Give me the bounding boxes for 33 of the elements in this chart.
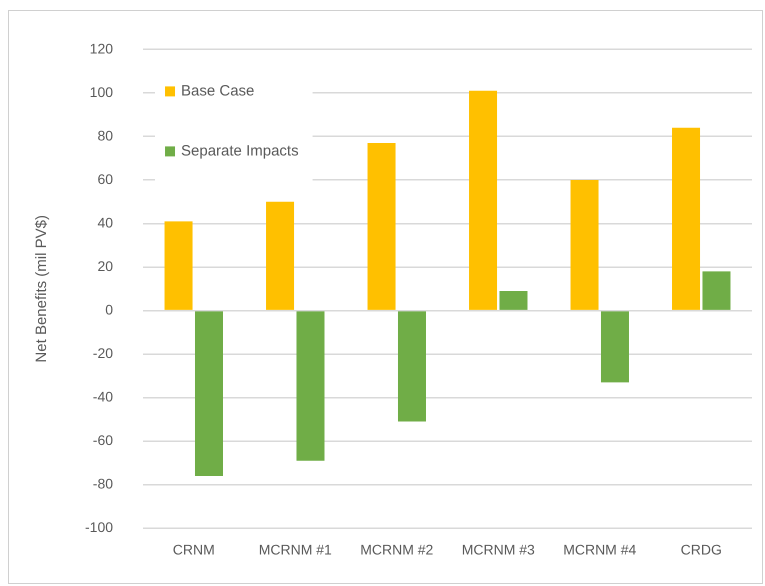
y-tick-label: 20: [97, 258, 114, 274]
bar: [296, 311, 324, 461]
bar: [164, 221, 193, 310]
x-tick-label: MCRNM #2: [360, 541, 434, 558]
x-tick-label: MCRNM #1: [258, 541, 332, 558]
y-tick-label: -80: [92, 476, 114, 492]
bar: [570, 180, 599, 310]
bar: [499, 290, 528, 310]
x-tick-label: MCRNM #4: [563, 541, 637, 558]
y-tick-label: -20: [92, 344, 114, 361]
bar: [469, 90, 498, 310]
bar: [398, 311, 426, 422]
bar: [702, 271, 730, 310]
bar: [194, 311, 223, 476]
y-tick-label: 100: [90, 84, 114, 100]
x-tick-label: CRDG: [680, 541, 722, 558]
bar: [368, 142, 396, 310]
y-tick-label: 60: [97, 170, 114, 187]
y-tick-label: 120: [90, 40, 114, 56]
x-tick-label: MCRNM #3: [462, 541, 536, 558]
x-tick-label: CRNM: [172, 541, 215, 558]
y-tick-label: -40: [92, 388, 114, 404]
bar: [672, 128, 700, 310]
y-axis-title: Net Benefits (mil PV$): [33, 215, 50, 363]
y-tick-label: 40: [97, 214, 114, 230]
legend-label: Base Case: [181, 82, 254, 100]
y-tick-label: -100: [84, 519, 114, 536]
y-tick-label: -60: [92, 432, 114, 448]
legend-label: Separate Impacts: [181, 142, 299, 160]
bar: [266, 202, 294, 310]
y-tick-label: 80: [97, 127, 114, 144]
y-tick-label: 0: [105, 301, 114, 318]
bar: [600, 311, 629, 382]
